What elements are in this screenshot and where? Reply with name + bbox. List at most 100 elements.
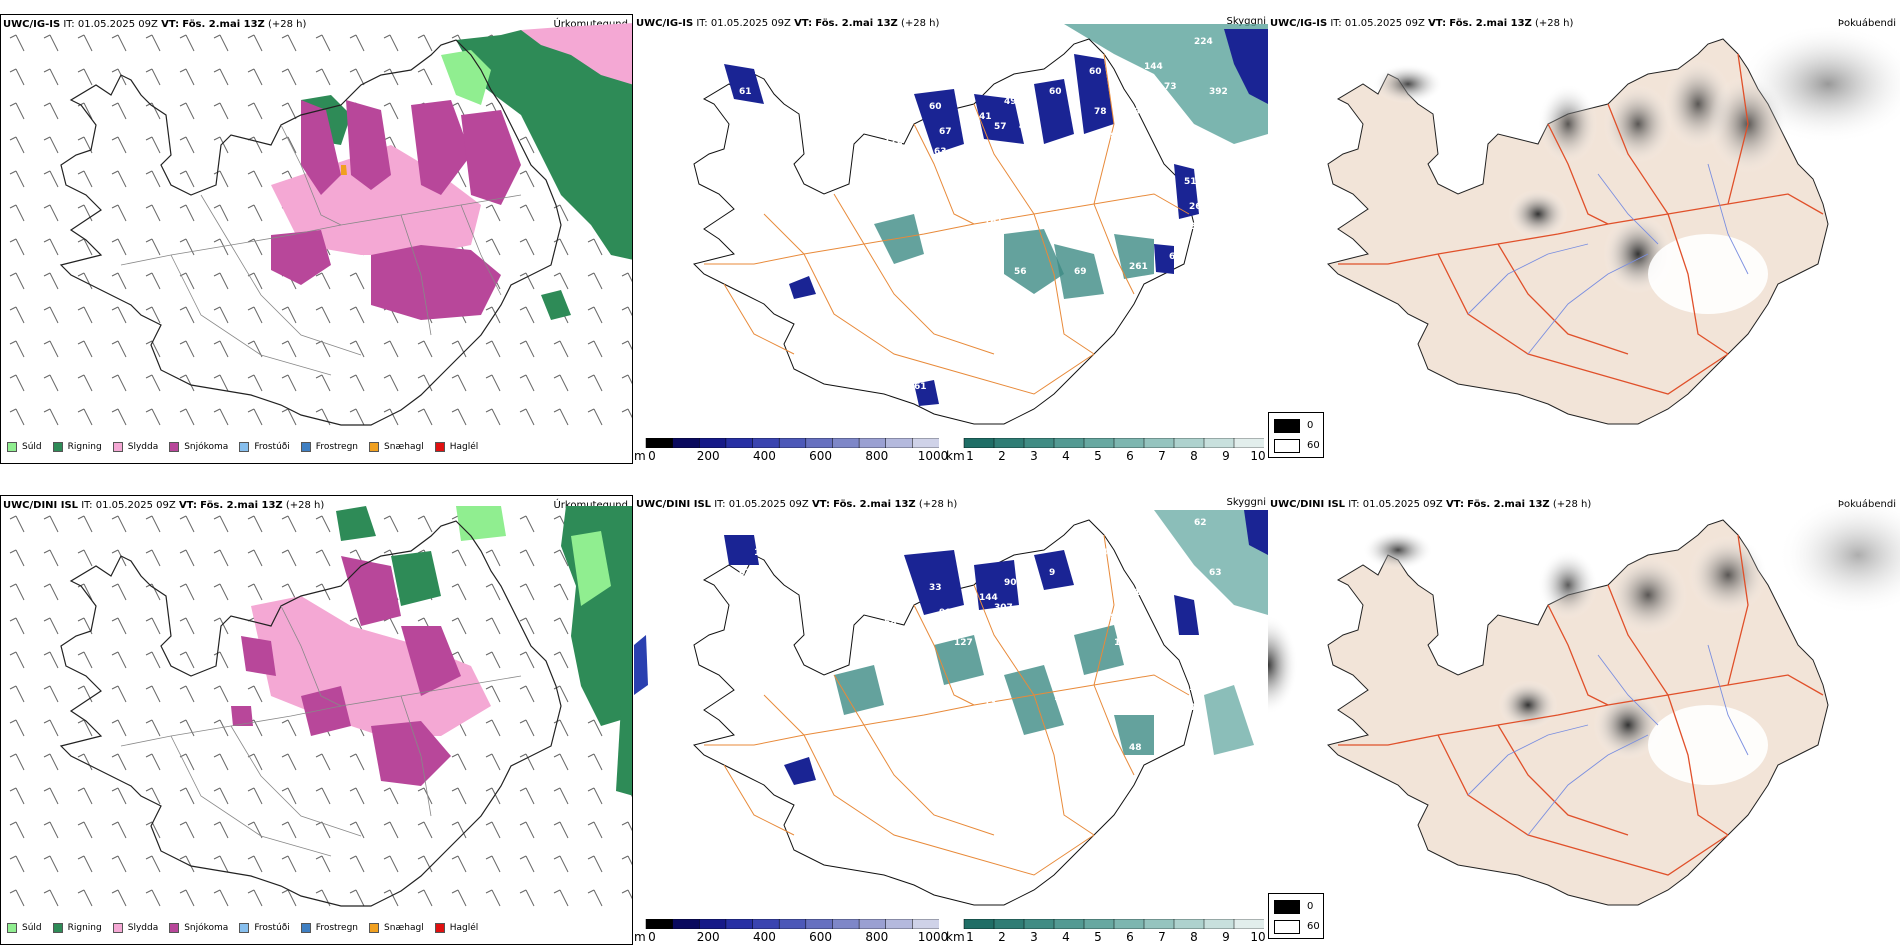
cloud-base-value-label: 63 xyxy=(934,147,947,157)
legend-label: Súld xyxy=(22,442,42,452)
legend-swatch xyxy=(112,442,123,452)
cloud-base-value-label: 61 xyxy=(914,382,927,392)
cloud-base-value-label: 261 xyxy=(1129,262,1148,272)
legend-item: Snjókoma xyxy=(169,442,228,452)
cloud-base-value-label: 62 xyxy=(739,568,752,578)
precip-legend: Súld Rigning Slydda Snjókoma Frostúði Frostre… xyxy=(7,442,489,452)
iceland-outline xyxy=(59,39,562,426)
panel-title: UWC/IG-IS IT: 01.05.2025 09Z VT: Fös. 2.… xyxy=(3,19,307,30)
legend-swatch xyxy=(300,923,311,933)
cloud-base-value-label: 144 xyxy=(979,593,998,603)
cloud-base-value-label: 73 xyxy=(1169,733,1182,743)
fog-swatch-0 xyxy=(1274,419,1300,433)
legend-swatch xyxy=(369,923,380,933)
cloud-base-value-label: 102 xyxy=(1054,192,1073,202)
colorbar-tick-label: 600 xyxy=(809,449,833,463)
cloud-base-value-label: 27 xyxy=(1074,748,1087,758)
legend-label: Slydda xyxy=(127,923,159,933)
cloud-base-value-label: 67 xyxy=(939,127,952,137)
cloud-base-value-label: 61 xyxy=(739,87,752,97)
cloud-base-value-label: 152 xyxy=(1114,157,1133,167)
colorbar-tick-label: 9 xyxy=(1222,930,1230,944)
cloud-base-value-label: 92 xyxy=(1134,107,1147,117)
cloud-base-value-label: 82 xyxy=(1019,603,1032,613)
legend-label: Frostúði xyxy=(254,442,290,452)
legend-swatch xyxy=(239,442,250,452)
cloud-base-value-label: 48 xyxy=(1129,743,1142,753)
colorbar-tick-label: 0 xyxy=(648,930,656,944)
legend-swatch xyxy=(52,442,63,452)
legend-swatch xyxy=(169,923,180,933)
colorbar-tick-label: 800 xyxy=(865,930,889,944)
cloud-base-value-label: 122 xyxy=(884,137,903,147)
legend-swatch xyxy=(169,442,180,452)
panel-name: Úrkomutegund xyxy=(553,19,628,30)
cloud-base-value-label: 38 xyxy=(1104,613,1117,623)
cloud-base-value-label: 49 xyxy=(1004,97,1017,107)
fog-label-0: 0 xyxy=(1307,420,1314,431)
panel-title: UWC/IG-IS IT: 01.05.2025 09Z VT: Fös. 2.… xyxy=(1270,18,1574,29)
cloud-base-value-label: 56 xyxy=(1014,267,1027,277)
fog-swatch-60 xyxy=(1274,439,1300,453)
panel-title: UWC/DINI ISL IT: 01.05.2025 09Z VT: Fös.… xyxy=(636,499,958,510)
cloud-base-value-label: 42 xyxy=(1019,122,1032,132)
colorbar-tick-label: 200 xyxy=(696,930,720,944)
cloud-base-value-label: 154 xyxy=(1054,693,1073,703)
fog-label-0: 0 xyxy=(1307,901,1314,912)
legend-item: Súld xyxy=(7,923,42,933)
fog-panel-top: UWC/IG-IS IT: 01.05.2025 09Z VT: Fös. 2.… xyxy=(1268,14,1900,464)
cloud-base-value-label: 140 xyxy=(1189,683,1208,693)
legend-item: Rigning xyxy=(52,923,102,933)
legend-label: Haglél xyxy=(449,923,479,933)
cloud-base-value-label: 12 xyxy=(1144,222,1157,232)
legend-item: Slydda xyxy=(112,442,159,452)
fog-legend-bottom: 0 60 xyxy=(1268,893,1324,939)
cloud-base-value-label: 158 xyxy=(1054,648,1073,658)
cloud-base-value-label: 51 xyxy=(1184,177,1197,187)
colorbar-tick-label: 1000 xyxy=(917,449,949,463)
cloud-base-value-label: 88 xyxy=(1104,132,1117,142)
legend-label: Rigning xyxy=(67,442,102,452)
cloud-base-value-label: 115 xyxy=(1114,638,1133,648)
cloud-base-value-label: 149 xyxy=(914,863,933,873)
colorbar-tick-label: 7 xyxy=(1158,930,1166,944)
cloud-base-value-label: 62 xyxy=(1094,588,1107,598)
cloud-base-value-label: 63 xyxy=(1209,568,1222,578)
legend-label: Snæhagl xyxy=(384,442,424,452)
colorbar-tick-label: 8 xyxy=(1190,930,1198,944)
cloud-base-value-label: 57 xyxy=(994,122,1007,132)
cloud-base-value-label: 1 xyxy=(754,67,760,77)
legend-item: Frostregn xyxy=(300,923,358,933)
legend-swatch xyxy=(7,923,17,933)
fog-map-bottom xyxy=(1268,495,1900,906)
legend-label: Frostúði xyxy=(254,923,290,933)
panel-title: UWC/IG-IS IT: 01.05.2025 09Z VT: Fös. 2.… xyxy=(636,18,940,29)
cloud-base-value-label: 127 xyxy=(954,638,973,648)
panel-name: Úrkomutegund xyxy=(553,500,628,511)
legend-item: Frostúði xyxy=(239,923,290,933)
legend-swatch xyxy=(434,923,445,933)
cloud-base-value-label: 99 xyxy=(939,608,952,618)
cloud-base-value-label: 9 xyxy=(1049,568,1055,578)
cloud-base-panel-bottom: UWC/DINI ISL IT: 01.05.2025 09Z VT: Fös.… xyxy=(634,495,1268,945)
legend-label: Snæhagl xyxy=(384,923,424,933)
fog-legend-top: 0 60 xyxy=(1268,412,1324,458)
colorbar-tick-label: 8 xyxy=(1190,449,1198,463)
visibility-colorbar-bottom: km 1 2 3 4 5 6 7 8 9 10 xyxy=(946,919,1266,945)
legend-label: Frostregn xyxy=(315,442,359,452)
cloud-base-value-label: 62 xyxy=(1194,518,1207,528)
legend-swatch xyxy=(52,923,63,933)
cloud-base-value-label: 63 xyxy=(1159,618,1172,628)
legend-label: Slydda xyxy=(127,442,159,452)
fog-swatch-60 xyxy=(1274,920,1300,934)
visibility-bar-svg xyxy=(963,438,1264,448)
cloud-base-value-label: 60 xyxy=(1049,87,1062,97)
cloud-base-value-label: 76 xyxy=(1164,563,1177,573)
colorbar-tick-label: 2 xyxy=(998,930,1006,944)
colorbar-tick-label: 1 xyxy=(966,449,974,463)
legend-item: Frostúði xyxy=(239,442,290,452)
cloud-base-value-label: 78 xyxy=(1094,107,1107,117)
cloud-base-value-label: 49 xyxy=(1054,167,1067,177)
